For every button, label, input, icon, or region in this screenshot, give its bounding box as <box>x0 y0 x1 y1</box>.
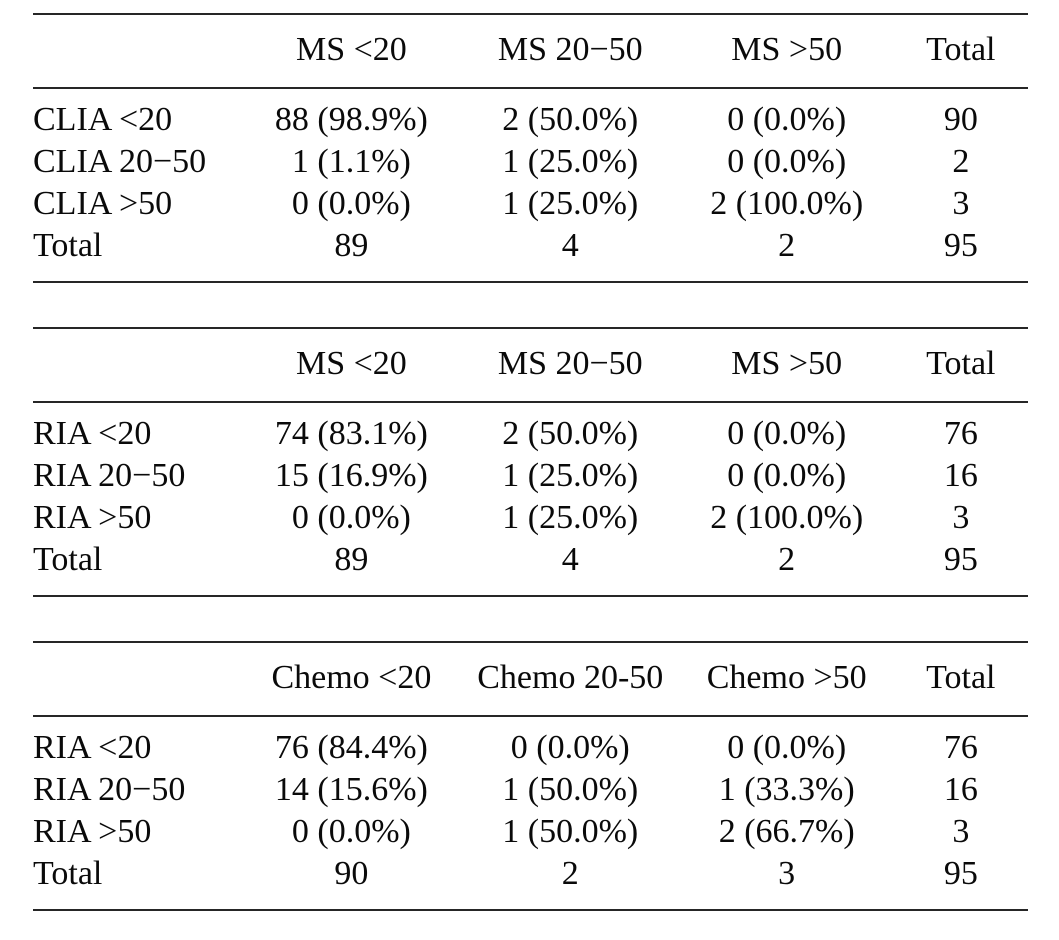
data-cell: 89 <box>334 227 369 264</box>
table-row: CLIA <20 88 (98.9%) 2 (50.0%) 0 (0.0%) 9… <box>33 88 1028 141</box>
data-cell: 3 <box>952 185 970 222</box>
data-cell: 4 <box>561 541 579 578</box>
column-header: MS <20 <box>241 14 461 89</box>
data-cell: 3 <box>952 813 970 850</box>
data-cell: 4 <box>561 227 579 264</box>
data-cell: 2 (100.0%) <box>710 499 864 536</box>
row-label: Total <box>33 541 103 578</box>
data-cell: 89 <box>334 541 369 578</box>
contingency-table-ria-vs-chemo: Chemo <20 Chemo 20-50 Chemo >50 Total RI… <box>33 641 1028 911</box>
table-row: CLIA 20−50 1 (1.1%) 1 (25.0%) 0 (0.0%) 2 <box>33 141 1028 183</box>
data-cell: 1 (1.1%) <box>291 143 411 180</box>
table-row: RIA <20 76 (84.4%) 0 (0.0%) 0 (0.0%) 76 <box>33 716 1028 769</box>
column-header-empty <box>33 328 242 403</box>
data-cell: 76 (84.4%) <box>274 729 428 766</box>
data-cell: 95 <box>943 855 978 892</box>
header-row: MS <20 MS 20−50 MS >50 Total <box>33 14 1028 89</box>
contingency-table-clia-vs-ms: MS <20 MS 20−50 MS >50 Total CLIA <20 88… <box>33 13 1028 283</box>
data-cell: 0 (0.0%) <box>727 101 847 138</box>
header-row: MS <20 MS 20−50 MS >50 Total <box>33 328 1028 403</box>
table-row: RIA 20−50 14 (15.6%) 1 (50.0%) 1 (33.3%)… <box>33 769 1028 811</box>
column-header: MS <20 <box>241 328 461 403</box>
data-cell: 0 (0.0%) <box>727 729 847 766</box>
contingency-table-ria-vs-ms: MS <20 MS 20−50 MS >50 Total RIA <20 74 … <box>33 327 1028 597</box>
data-cell: 1 (25.0%) <box>502 143 639 180</box>
row-label: RIA >50 <box>33 813 152 850</box>
data-cell: 0 (0.0%) <box>727 415 847 452</box>
data-cell: 0 (0.0%) <box>291 499 411 536</box>
table-row: RIA 20−50 15 (16.9%) 1 (25.0%) 0 (0.0%) … <box>33 455 1028 497</box>
data-cell: 2 <box>561 855 579 892</box>
data-cell: 2 <box>952 143 970 180</box>
data-cell: 3 <box>952 499 970 536</box>
row-label: RIA <20 <box>33 415 152 452</box>
data-cell: 2 (50.0%) <box>502 415 639 452</box>
data-cell: 0 (0.0%) <box>510 729 630 766</box>
data-cell: 0 (0.0%) <box>727 143 847 180</box>
table-row: RIA >50 0 (0.0%) 1 (25.0%) 2 (100.0%) 3 <box>33 497 1028 539</box>
data-cell: 0 (0.0%) <box>291 813 411 850</box>
column-header: Total <box>893 328 1028 403</box>
data-cell: 2 <box>778 541 796 578</box>
column-header: MS 20−50 <box>460 14 680 89</box>
data-cell: 74 (83.1%) <box>274 415 428 452</box>
column-header: MS >50 <box>679 14 894 89</box>
data-cell: 95 <box>943 541 978 578</box>
row-label: RIA <20 <box>33 729 152 766</box>
row-label: RIA >50 <box>33 499 152 536</box>
table-row-total: Total 90 2 3 95 <box>33 853 1028 910</box>
column-header: Total <box>893 14 1028 89</box>
column-header-empty <box>33 14 242 89</box>
data-cell: 16 <box>943 771 978 808</box>
data-cell: 76 <box>943 729 978 766</box>
row-label: CLIA >50 <box>33 185 173 222</box>
data-cell: 95 <box>943 227 978 264</box>
data-cell: 90 <box>334 855 369 892</box>
table-row-total: Total 89 4 2 95 <box>33 225 1028 282</box>
table-row-total: Total 89 4 2 95 <box>33 539 1028 596</box>
data-cell: 14 (15.6%) <box>274 771 428 808</box>
column-header: Total <box>893 642 1028 717</box>
column-header: Chemo 20-50 <box>460 642 680 717</box>
row-label: Total <box>33 227 103 264</box>
row-label: RIA 20−50 <box>33 771 186 808</box>
row-label: CLIA <20 <box>33 101 173 138</box>
row-label: RIA 20−50 <box>33 457 186 494</box>
data-cell: 16 <box>943 457 978 494</box>
table-row: CLIA >50 0 (0.0%) 1 (25.0%) 2 (100.0%) 3 <box>33 183 1028 225</box>
data-cell: 1 (50.0%) <box>502 813 639 850</box>
data-cell: 15 (16.9%) <box>274 457 428 494</box>
header-row: Chemo <20 Chemo 20-50 Chemo >50 Total <box>33 642 1028 717</box>
data-cell: 1 (33.3%) <box>718 771 855 808</box>
data-cell: 76 <box>943 415 978 452</box>
column-header: MS >50 <box>679 328 894 403</box>
table-row: RIA <20 74 (83.1%) 2 (50.0%) 0 (0.0%) 76 <box>33 402 1028 455</box>
data-cell: 2 (66.7%) <box>718 813 855 850</box>
data-cell: 88 (98.9%) <box>274 101 428 138</box>
row-label: Total <box>33 855 103 892</box>
data-cell: 1 (25.0%) <box>502 185 639 222</box>
data-cell: 1 (25.0%) <box>502 457 639 494</box>
column-header: MS 20−50 <box>460 328 680 403</box>
column-header-empty <box>33 642 242 717</box>
data-cell: 2 (100.0%) <box>710 185 864 222</box>
row-label: CLIA 20−50 <box>33 143 207 180</box>
data-cell: 3 <box>778 855 796 892</box>
column-header: Chemo >50 <box>679 642 894 717</box>
data-cell: 90 <box>943 101 978 138</box>
data-cell: 0 (0.0%) <box>727 457 847 494</box>
data-cell: 1 (25.0%) <box>502 499 639 536</box>
column-header: Chemo <20 <box>241 642 461 717</box>
data-cell: 2 (50.0%) <box>502 101 639 138</box>
table-row: RIA >50 0 (0.0%) 1 (50.0%) 2 (66.7%) 3 <box>33 811 1028 853</box>
data-cell: 0 (0.0%) <box>291 185 411 222</box>
data-cell: 1 (50.0%) <box>502 771 639 808</box>
data-cell: 2 <box>778 227 796 264</box>
